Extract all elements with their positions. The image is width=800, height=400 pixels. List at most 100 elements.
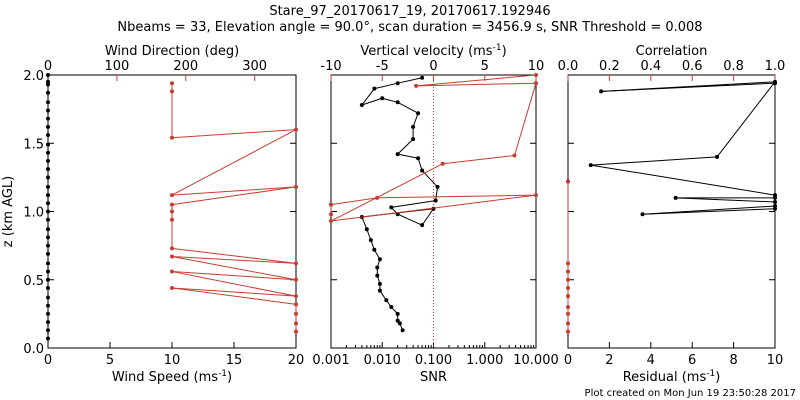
series-segment [171,256,297,281]
series-segment [330,197,378,206]
series-segment [374,82,398,90]
data-point [566,179,570,184]
bottom-tick-label-vertical_velocity_snr: 1.000 [466,353,503,368]
data-point [384,298,389,303]
data-point [46,311,50,316]
bottom-tick-label-residual_correlation: 10 [767,353,784,368]
top-tick-label-residual_correlation: 1.0 [765,59,786,74]
series-segment [397,153,419,159]
data-point [715,154,720,159]
data-point [375,265,380,270]
data-point [294,261,298,266]
data-point [599,89,604,94]
top-tick-label-vertical_velocity_snr: 0 [429,59,437,74]
series-segment [171,247,297,264]
top-tick-label-residual_correlation: 0.4 [640,59,661,74]
data-point [420,223,425,228]
data-point [395,81,400,86]
top-axis-label-wind: Wind Direction (deg) [105,44,239,59]
data-point [773,81,777,86]
data-point [46,277,50,282]
data-point [372,247,377,252]
bottom-tick-label-residual_correlation: 8 [729,353,737,368]
data-point [377,257,382,262]
data-point [46,227,50,232]
data-point [534,81,538,86]
top-tick-label-residual_correlation: 0.6 [682,59,703,74]
bottom-tick-label-residual_correlation: 4 [647,353,655,368]
bottom-tick-label-residual_correlation: 2 [605,353,613,368]
data-point [566,277,570,282]
series-segment [590,164,776,196]
top-tick-label-wind: 0 [44,59,52,74]
data-point [534,73,538,77]
data-point [566,329,570,334]
data-point [329,219,333,224]
data-point [170,246,174,251]
series-wind-speed [46,73,50,341]
top-axis-label-residual_correlation: Correlation [636,44,708,59]
data-point [512,153,517,158]
data-point [395,311,400,316]
data-point [46,100,50,105]
series-segment [513,83,537,156]
figure-subtitle: Nbeams = 33, Elevation angle = 90.0°, sc… [117,20,702,35]
series-correlation [566,179,570,334]
series-segment [642,208,776,215]
data-point [170,135,174,140]
data-point [46,142,50,147]
series-segment [421,208,434,226]
data-point [440,161,445,166]
series-segment [590,156,718,166]
data-point [170,89,174,94]
data-point [46,124,50,129]
data-point [395,152,400,157]
series-segment [330,163,443,222]
top-tick-label-vertical_velocity_snr: -10 [320,59,341,74]
data-point [377,288,382,293]
series-segment [382,97,398,103]
series-segment [391,200,436,208]
figure-title: Stare_97_20170617_19, 20170617.192946 [269,4,550,19]
data-point [433,198,438,203]
series-segment [416,74,537,87]
data-point [294,329,298,334]
data-point [389,205,394,210]
series-segment [397,138,414,155]
series-segment [361,216,368,230]
series-segment [442,155,515,165]
data-point [170,254,174,259]
series-residual [588,79,777,217]
data-point [673,195,678,200]
series-segment [171,186,297,206]
data-point [414,83,419,88]
panel-frame-vertical_velocity_snr [330,74,537,349]
series-segment [171,129,297,196]
data-point [375,273,380,278]
data-point [773,193,777,198]
data-point [170,81,174,86]
panel-frame-residual_correlation [567,74,776,349]
data-point [416,156,421,161]
data-point [364,227,369,232]
top-tick-label-vertical_velocity_snr: 10 [528,59,545,74]
data-point [389,305,394,310]
data-point [46,320,50,325]
top-axis-label-vertical_velocity_snr: Vertical velocity (ms-1) [360,43,506,59]
data-point [420,168,425,173]
series-segment [171,186,297,196]
data-point [566,321,570,326]
data-point [46,251,50,256]
data-point [566,305,570,310]
data-point [431,206,436,211]
series-snr [359,75,440,333]
series-segment [435,186,439,201]
data-point [435,184,440,189]
bottom-tick-label-vertical_velocity_snr: 0.001 [312,353,349,368]
top-tick-label-residual_correlation: 0.8 [723,59,744,74]
data-point [46,295,50,300]
y-tick-label: 1.5 [23,137,44,152]
data-point [329,212,333,217]
